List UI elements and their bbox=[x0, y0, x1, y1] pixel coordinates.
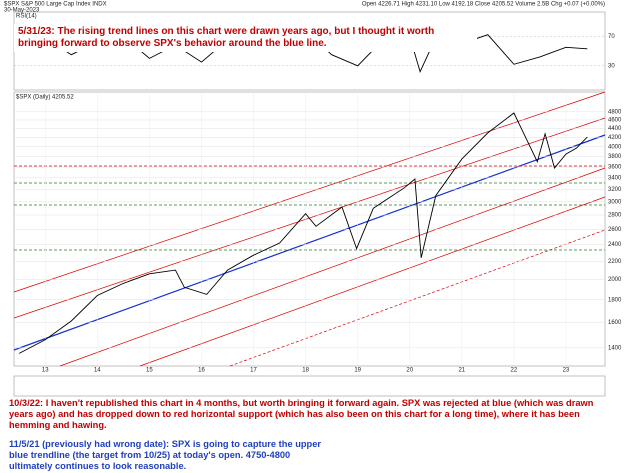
x-tick-label: 18 bbox=[302, 368, 309, 374]
y-tick-label: 1800 bbox=[608, 297, 622, 303]
y-tick-label: 30 bbox=[608, 63, 615, 69]
y-tick-label: 4200 bbox=[608, 135, 622, 141]
y-tick-label: 2000 bbox=[608, 277, 622, 283]
y-tick-label: 3000 bbox=[608, 199, 622, 205]
annotation: 5/31/23: The rising trend lines on this … bbox=[14, 24, 477, 52]
y-tick-label: 3400 bbox=[608, 175, 622, 181]
quote: Open 4226.71 High 4231.10 Low 4192.18 Cl… bbox=[362, 2, 605, 8]
y-tick-label: 2200 bbox=[608, 259, 622, 265]
y-tick-label: 70 bbox=[608, 34, 615, 40]
y-tick-label: 1400 bbox=[608, 345, 622, 351]
annotation: 10/3/22: I haven't republished this char… bbox=[6, 397, 608, 433]
x-tick-label: 19 bbox=[354, 368, 361, 374]
y-tick-label: 4400 bbox=[608, 126, 622, 132]
x-tick-label: 15 bbox=[146, 368, 153, 374]
x-tick-label: 21 bbox=[458, 368, 465, 374]
y-tick-label: 1600 bbox=[608, 320, 622, 326]
macd-panel bbox=[13, 375, 606, 397]
y-tick-label: 4800 bbox=[608, 109, 622, 115]
x-tick-label: 14 bbox=[94, 368, 101, 374]
annotation: 11/5/21 (previously had wrong date): SPX… bbox=[6, 438, 330, 473]
x-tick-label: 20 bbox=[406, 368, 413, 374]
x-tick-label: 17 bbox=[250, 368, 257, 374]
symbol: $SPX S&P 500 Large Cap Index INDX bbox=[4, 2, 107, 8]
y-tick-label: 2600 bbox=[608, 227, 622, 233]
x-tick-label: 16 bbox=[198, 368, 205, 374]
trend-line bbox=[139, 196, 606, 367]
x-tick-label: 23 bbox=[563, 368, 570, 374]
x-tick-label: 13 bbox=[42, 368, 49, 374]
y-tick-label: 4000 bbox=[608, 144, 622, 150]
x-tick-label: 22 bbox=[511, 368, 518, 374]
y-tick-label: 3800 bbox=[608, 154, 622, 160]
y-tick-label: 2400 bbox=[608, 242, 622, 248]
series-line bbox=[18, 112, 588, 354]
rsi-label: RSI(14) bbox=[16, 14, 37, 20]
trend-line bbox=[229, 229, 606, 367]
trend-line-blue bbox=[13, 134, 606, 351]
y-tick-label: 3200 bbox=[608, 187, 622, 193]
date: 30-May-2023 bbox=[4, 8, 40, 14]
y-tick-label: 3600 bbox=[608, 164, 622, 170]
y-tick-label: 4600 bbox=[608, 118, 622, 124]
trend-line bbox=[59, 167, 606, 367]
trend-line bbox=[13, 91, 606, 293]
y-tick-label: 2800 bbox=[608, 213, 622, 219]
